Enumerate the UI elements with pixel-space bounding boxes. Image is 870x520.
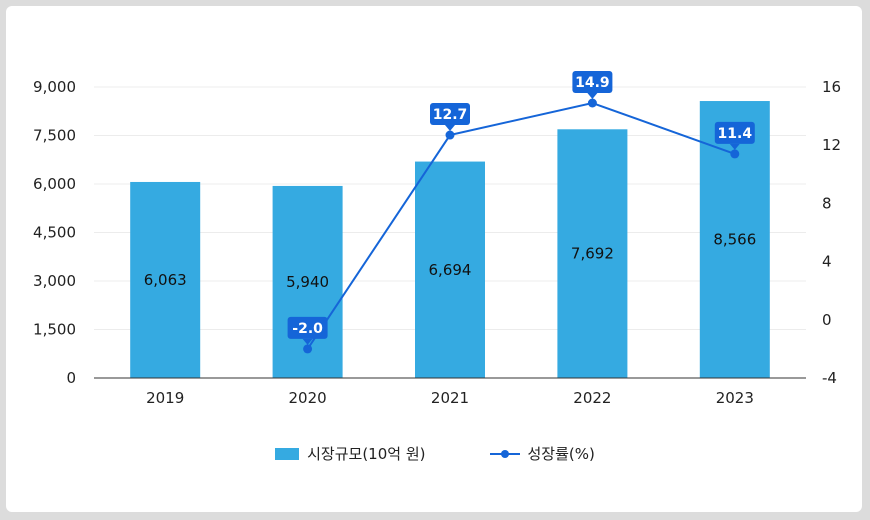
bar-label-2021: 6,694 bbox=[429, 261, 472, 279]
growth-callout-box bbox=[287, 316, 328, 339]
legend: 시장규모(10억 원) 성장률(%) bbox=[0, 443, 870, 464]
growth-callout-box bbox=[430, 103, 470, 126]
y-left-tick-label: 9,000 bbox=[33, 78, 76, 96]
y-right-tick-label: 4 bbox=[822, 253, 832, 271]
x-tick-label: 2023 bbox=[716, 389, 754, 407]
x-tick-label: 2019 bbox=[146, 389, 184, 407]
bar-label-2022: 7,692 bbox=[571, 245, 614, 263]
growth-callout-box bbox=[714, 121, 755, 144]
bar-label-2019: 6,063 bbox=[144, 271, 187, 289]
bar-label-2023: 8,566 bbox=[713, 231, 756, 249]
y-left-tick-label: 6,000 bbox=[33, 175, 76, 193]
growth-point-2021 bbox=[445, 130, 455, 140]
growth-point-2020 bbox=[303, 344, 313, 354]
legend-item-growth-rate: 성장률(%) bbox=[489, 443, 595, 464]
y-left-tick-label: 7,500 bbox=[33, 127, 76, 145]
growth-callout-pointer bbox=[445, 125, 455, 132]
growth-label-2020: -2.0 bbox=[292, 321, 323, 337]
growth-label-2021: 12.7 bbox=[433, 107, 468, 123]
growth-label-2023: 11.4 bbox=[718, 126, 753, 142]
y-right-tick-label: 16 bbox=[822, 78, 841, 96]
y-right-tick-label: 8 bbox=[822, 194, 832, 212]
legend-label-growth-rate: 성장률(%) bbox=[527, 445, 595, 463]
x-tick-label: 2020 bbox=[289, 389, 327, 407]
y-left-tick-label: 4,500 bbox=[33, 224, 76, 242]
y-right-tick-label: 0 bbox=[822, 311, 832, 329]
growth-callout-box bbox=[572, 71, 613, 94]
bar-label-2020: 5,940 bbox=[286, 273, 329, 291]
y-right-tick-label: -4 bbox=[822, 369, 837, 387]
growth-rate-line bbox=[306, 101, 736, 350]
x-tick-label: 2021 bbox=[431, 389, 469, 407]
bar-2022 bbox=[557, 129, 628, 378]
growth-label-2022: 14.9 bbox=[575, 75, 610, 91]
bar-2021 bbox=[415, 161, 485, 378]
growth-callout-pointer bbox=[729, 143, 740, 150]
y-right-tick-label: 12 bbox=[822, 136, 841, 154]
growth-point-2022 bbox=[587, 98, 597, 108]
growth-callout-pointer bbox=[587, 93, 598, 100]
legend-item-market-size: 시장규모(10억 원) bbox=[275, 443, 426, 464]
bar-2019 bbox=[130, 181, 201, 378]
y-left-tick-label: 1,500 bbox=[33, 321, 76, 339]
growth-callout-pointer bbox=[302, 338, 313, 345]
y-left-tick-label: 3,000 bbox=[33, 272, 76, 290]
legend-label-market-size: 시장규모(10억 원) bbox=[307, 445, 426, 463]
x-tick-label: 2022 bbox=[573, 389, 611, 407]
growth-point-2023 bbox=[730, 149, 740, 159]
legend-swatch-bar bbox=[275, 447, 300, 460]
y-left-tick-label: 0 bbox=[66, 369, 76, 387]
legend-swatch-line bbox=[489, 448, 520, 460]
